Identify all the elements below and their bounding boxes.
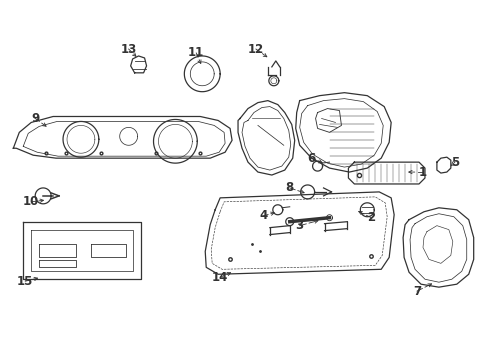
Text: 12: 12 [247, 42, 264, 55]
Text: 7: 7 [412, 285, 420, 298]
Text: 10: 10 [23, 195, 39, 208]
Text: 5: 5 [450, 156, 458, 168]
Text: 4: 4 [259, 209, 267, 222]
Text: 13: 13 [120, 42, 137, 55]
Text: 9: 9 [31, 112, 39, 125]
Text: 11: 11 [188, 46, 204, 59]
Text: 6: 6 [307, 152, 315, 165]
Text: 8: 8 [285, 181, 293, 194]
Text: 2: 2 [366, 211, 375, 224]
Text: 1: 1 [418, 166, 426, 179]
Text: 14: 14 [211, 271, 228, 284]
Text: 15: 15 [17, 275, 33, 288]
Text: 3: 3 [295, 219, 303, 232]
